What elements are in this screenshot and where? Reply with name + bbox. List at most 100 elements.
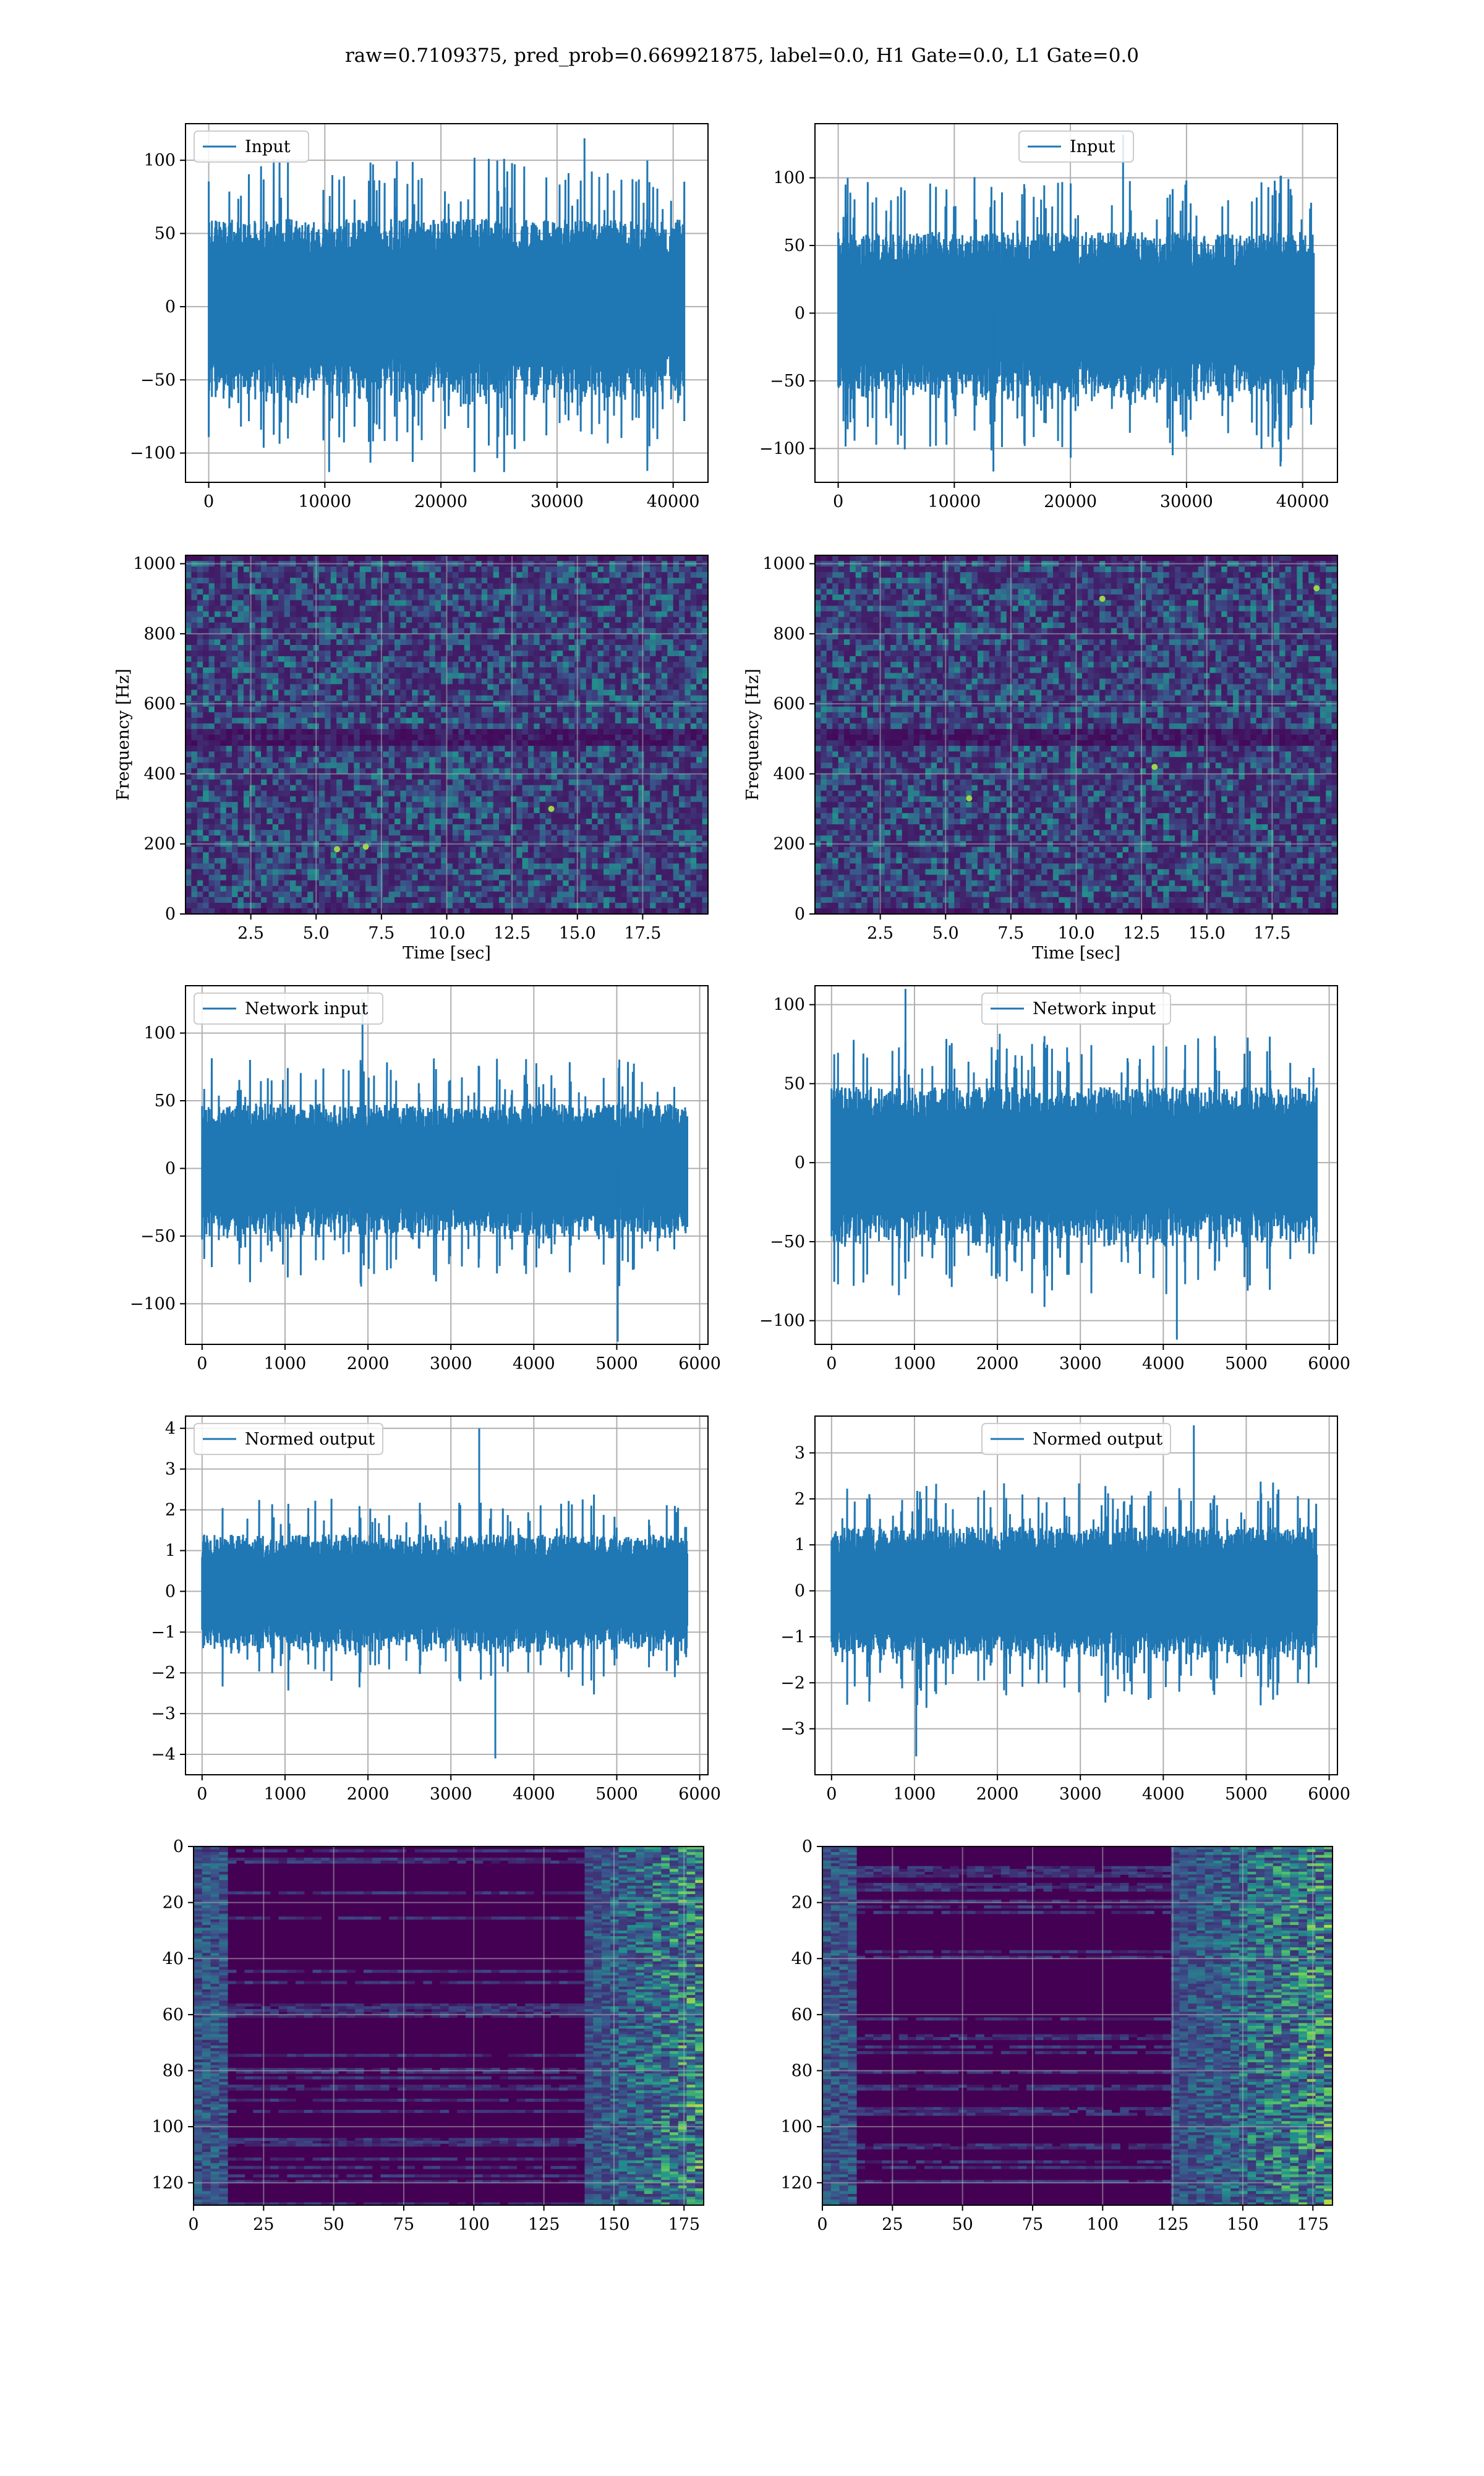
spectrogram-cell bbox=[377, 639, 383, 646]
spectrogram-cell bbox=[191, 808, 197, 814]
spectrogram-cell bbox=[220, 729, 226, 735]
spectrogram-cell bbox=[505, 802, 511, 808]
spectrogram-cell bbox=[331, 724, 337, 730]
spectrogram-cell bbox=[557, 724, 563, 730]
spectrogram-cell bbox=[644, 651, 650, 657]
spectrogram-cell bbox=[673, 606, 680, 612]
spectrogram-cell bbox=[371, 808, 377, 814]
spectrogram-cell bbox=[569, 847, 575, 853]
spectrogram-cell bbox=[545, 762, 552, 769]
spectrogram-cell bbox=[552, 572, 558, 578]
spectrogram-cell bbox=[609, 830, 615, 836]
spectrogram-cell bbox=[226, 735, 232, 741]
spectrogram-cell bbox=[348, 594, 354, 600]
spectrogram-cell bbox=[215, 594, 221, 600]
spectrogram-cell bbox=[267, 762, 273, 769]
spectrogram-cell bbox=[186, 578, 192, 584]
spectrogram-cell bbox=[244, 858, 250, 864]
spectrogram-cell bbox=[325, 690, 331, 696]
spectrogram-cell bbox=[307, 566, 313, 573]
spectrogram-cell bbox=[278, 594, 284, 600]
spectrogram-cell bbox=[186, 780, 192, 786]
spectrogram-cell bbox=[389, 572, 395, 578]
spectrogram-cell bbox=[435, 746, 441, 752]
spectrogram-cell bbox=[545, 594, 552, 600]
spectrogram-cell bbox=[348, 651, 354, 657]
spectrogram-cell bbox=[493, 634, 500, 640]
spectrogram-cell bbox=[296, 830, 302, 836]
spectrogram-cell bbox=[424, 718, 430, 724]
spectrogram-cell bbox=[482, 690, 488, 696]
spectrogram-cell bbox=[394, 662, 401, 668]
spectrogram-cell bbox=[406, 566, 412, 573]
spectrogram-cell bbox=[191, 852, 197, 858]
spectrogram-cell bbox=[487, 819, 493, 825]
spectrogram-cell bbox=[580, 617, 586, 623]
spectrogram-cell bbox=[627, 594, 633, 600]
y-tick-label: 50 bbox=[155, 224, 176, 244]
spectrogram-cell bbox=[482, 785, 488, 792]
spectrogram-cell bbox=[516, 566, 522, 573]
spectrogram-cell bbox=[552, 594, 558, 600]
spectrogram-cell bbox=[429, 852, 435, 858]
spectrogram-cell bbox=[470, 729, 476, 735]
spectrogram-cell bbox=[360, 830, 366, 836]
spectrogram-cell bbox=[360, 735, 366, 741]
spectrogram-cell bbox=[336, 696, 343, 702]
spectrogram-cell bbox=[418, 555, 424, 561]
spectrogram-cell bbox=[644, 555, 650, 561]
spectrogram-cell bbox=[296, 678, 302, 685]
spectrogram-cell bbox=[534, 847, 540, 853]
spectrogram-cell bbox=[662, 830, 668, 836]
spectrogram-cell bbox=[435, 617, 441, 623]
spectrogram-cell bbox=[464, 673, 471, 679]
spectrogram-cell bbox=[615, 824, 621, 830]
spectrogram-cell bbox=[493, 740, 500, 746]
spectrogram-cell bbox=[336, 623, 343, 629]
spectrogram-cell bbox=[470, 645, 476, 651]
spectrogram-cell bbox=[261, 785, 267, 792]
spectrogram-cell bbox=[522, 555, 529, 561]
spectrogram-cell bbox=[336, 735, 343, 741]
spectrogram-cell bbox=[493, 718, 500, 724]
spectrogram-cell bbox=[389, 835, 395, 842]
spectrogram-cell bbox=[220, 696, 226, 702]
spectrogram-cell bbox=[696, 808, 702, 814]
spectrogram-cell bbox=[255, 583, 262, 589]
spectrogram-cell bbox=[598, 735, 604, 741]
spectrogram-cell bbox=[522, 740, 529, 746]
spectrogram-cell bbox=[394, 746, 401, 752]
spectrogram-cell bbox=[603, 634, 610, 640]
spectrogram-cell bbox=[662, 757, 668, 763]
spectrogram-cell bbox=[475, 639, 482, 646]
spectrogram-cell bbox=[424, 774, 430, 780]
spectrogram-cell bbox=[348, 785, 354, 792]
spectrogram-cell bbox=[406, 813, 412, 819]
spectrogram-cell bbox=[307, 684, 313, 690]
spectrogram-cell bbox=[615, 740, 621, 746]
spectrogram-cell bbox=[203, 718, 209, 724]
spectrogram-cell bbox=[336, 566, 343, 573]
spectrogram-cell bbox=[627, 746, 633, 752]
spectrogram-cell bbox=[220, 617, 226, 623]
spectrogram-cell bbox=[325, 645, 331, 651]
spectrogram-cell bbox=[290, 813, 296, 819]
spectrogram-cell bbox=[290, 617, 296, 623]
spectrogram-cell bbox=[261, 757, 267, 763]
spectrogram-cell bbox=[470, 634, 476, 640]
spectrogram-cell bbox=[633, 678, 639, 685]
spectrogram-cell bbox=[475, 751, 482, 758]
spectrogram-cell bbox=[650, 824, 656, 830]
spectrogram-cell bbox=[603, 735, 610, 741]
spectrogram-cell bbox=[365, 623, 372, 629]
spectrogram-cell bbox=[447, 785, 453, 792]
spectrogram-cell bbox=[691, 813, 697, 819]
spectrogram-cell bbox=[499, 651, 505, 657]
spectrogram-cell bbox=[261, 600, 267, 607]
spectrogram-cell bbox=[365, 774, 372, 780]
spectrogram-cell bbox=[528, 819, 534, 825]
spectrogram-cell bbox=[493, 791, 500, 797]
spectrogram-cell bbox=[603, 835, 610, 842]
spectrogram-cell bbox=[307, 583, 313, 589]
spectrogram-cell bbox=[522, 578, 529, 584]
